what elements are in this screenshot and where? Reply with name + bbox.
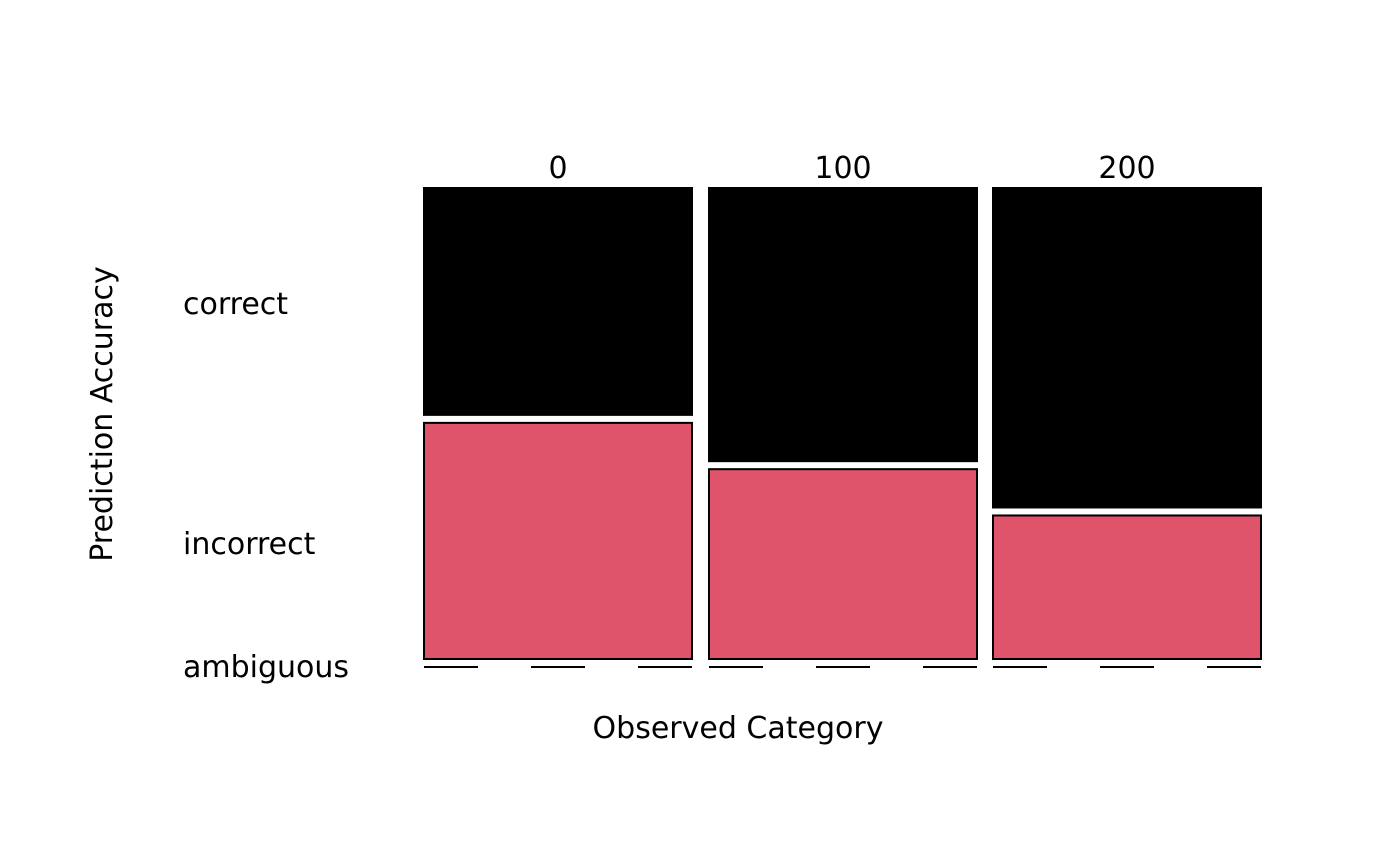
column-label-200: 200 (1098, 151, 1155, 186)
row-label-ambiguous: ambiguous (183, 650, 349, 685)
tile-incorrect-0 (423, 421, 693, 660)
row-label-incorrect: incorrect (183, 527, 316, 562)
tile-correct-100 (708, 187, 978, 463)
chart-marks: 0 100 200 correct incorrect ambiguous (183, 151, 1262, 685)
y-axis-title: Prediction Accuracy (85, 266, 120, 562)
row-label-correct: correct (183, 287, 288, 322)
tile-correct-200 (992, 187, 1262, 509)
x-axis-title: Observed Category (593, 711, 884, 746)
column-label-100: 100 (814, 151, 871, 186)
tile-incorrect-200 (992, 514, 1262, 660)
tile-incorrect-100 (708, 468, 978, 661)
tile-correct-0 (423, 187, 693, 416)
column-label-0: 0 (548, 151, 567, 186)
